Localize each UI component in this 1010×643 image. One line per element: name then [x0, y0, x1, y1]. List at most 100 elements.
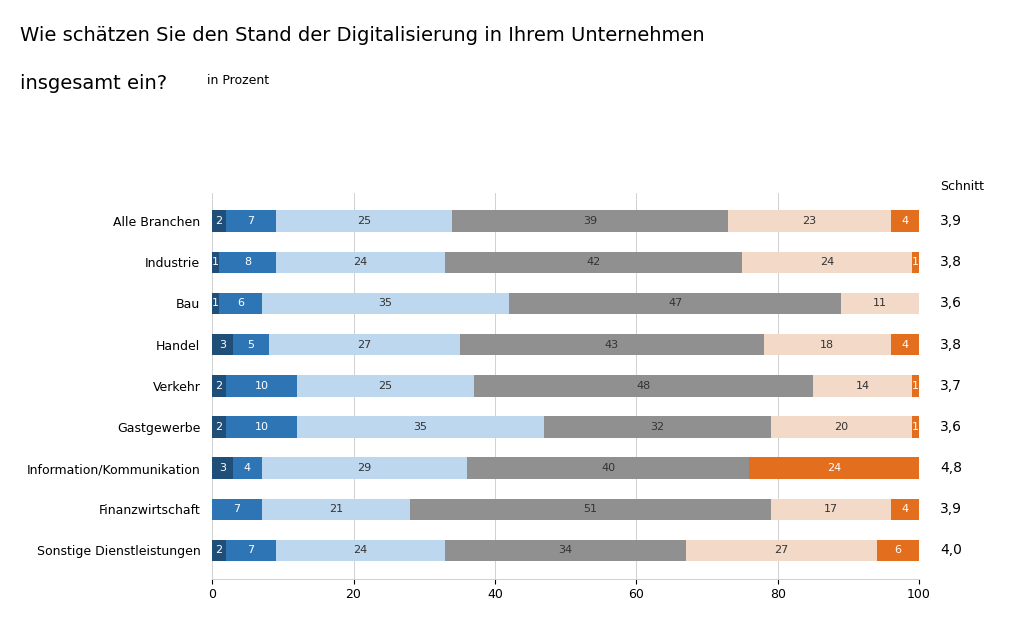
- Bar: [212, 498, 262, 520]
- Text: 4: 4: [901, 340, 909, 350]
- Text: 3,8: 3,8: [940, 255, 963, 269]
- Text: 3,8: 3,8: [940, 338, 963, 352]
- Bar: [212, 251, 219, 273]
- Bar: [212, 416, 226, 438]
- Text: 3,6: 3,6: [940, 296, 963, 311]
- Text: 3,9: 3,9: [940, 502, 963, 516]
- Bar: [891, 498, 919, 520]
- Text: 3: 3: [219, 463, 226, 473]
- Text: 29: 29: [357, 463, 372, 473]
- Text: 25: 25: [379, 381, 392, 391]
- Bar: [764, 334, 891, 356]
- Text: 7: 7: [233, 504, 240, 514]
- Bar: [219, 251, 276, 273]
- Text: 1: 1: [912, 422, 919, 432]
- Text: 24: 24: [820, 257, 834, 267]
- Text: 7: 7: [247, 216, 255, 226]
- Text: 2: 2: [215, 545, 223, 556]
- Text: 3,9: 3,9: [940, 214, 963, 228]
- Bar: [912, 416, 919, 438]
- Text: 10: 10: [255, 381, 269, 391]
- Text: in Prozent: in Prozent: [207, 74, 270, 87]
- Text: 1: 1: [912, 257, 919, 267]
- Bar: [262, 498, 410, 520]
- Text: 5: 5: [247, 340, 255, 350]
- Text: 42: 42: [587, 257, 601, 267]
- Bar: [226, 539, 276, 561]
- Bar: [410, 498, 771, 520]
- Text: 27: 27: [774, 545, 789, 556]
- Bar: [891, 210, 919, 232]
- Bar: [212, 539, 226, 561]
- Bar: [771, 498, 891, 520]
- Bar: [226, 416, 297, 438]
- Text: 2: 2: [215, 216, 223, 226]
- Bar: [276, 210, 452, 232]
- Bar: [269, 334, 460, 356]
- Bar: [212, 210, 226, 232]
- Text: 48: 48: [636, 381, 650, 391]
- Text: 25: 25: [358, 216, 371, 226]
- Text: 11: 11: [874, 298, 887, 309]
- Bar: [226, 210, 276, 232]
- Bar: [445, 539, 686, 561]
- Bar: [509, 293, 841, 314]
- Bar: [460, 334, 764, 356]
- Bar: [474, 375, 813, 397]
- Text: 4: 4: [243, 463, 251, 473]
- Text: 1: 1: [212, 298, 219, 309]
- Bar: [544, 416, 771, 438]
- Bar: [276, 539, 445, 561]
- Text: 24: 24: [354, 257, 368, 267]
- Bar: [877, 539, 919, 561]
- Bar: [891, 334, 919, 356]
- Bar: [445, 251, 742, 273]
- Text: 1: 1: [212, 257, 219, 267]
- Bar: [467, 457, 749, 479]
- Bar: [212, 457, 233, 479]
- Text: 20: 20: [834, 422, 848, 432]
- Text: 34: 34: [559, 545, 573, 556]
- Text: 2: 2: [215, 422, 223, 432]
- Text: 21: 21: [329, 504, 342, 514]
- Bar: [912, 375, 919, 397]
- Text: 4: 4: [901, 216, 909, 226]
- Text: 14: 14: [855, 381, 870, 391]
- Text: 24: 24: [827, 463, 841, 473]
- Bar: [212, 293, 219, 314]
- Text: 4,8: 4,8: [940, 461, 963, 475]
- Text: 18: 18: [820, 340, 834, 350]
- Text: 10: 10: [255, 422, 269, 432]
- Text: 43: 43: [605, 340, 618, 350]
- Bar: [233, 457, 262, 479]
- Bar: [686, 539, 877, 561]
- Bar: [276, 251, 445, 273]
- Bar: [728, 210, 891, 232]
- Text: 39: 39: [584, 216, 597, 226]
- Bar: [262, 293, 509, 314]
- Bar: [297, 416, 544, 438]
- Text: 27: 27: [357, 340, 372, 350]
- Bar: [452, 210, 728, 232]
- Text: 8: 8: [243, 257, 251, 267]
- Bar: [813, 375, 912, 397]
- Text: 2: 2: [215, 381, 223, 391]
- Bar: [749, 457, 919, 479]
- Text: Wie schätzen Sie den Stand der Digitalisierung in Ihrem Unternehmen: Wie schätzen Sie den Stand der Digitalis…: [20, 26, 705, 45]
- Text: 47: 47: [668, 298, 683, 309]
- Text: insgesamt ein?: insgesamt ein?: [20, 74, 168, 93]
- Text: 51: 51: [584, 504, 597, 514]
- Text: 3,6: 3,6: [940, 420, 963, 434]
- Bar: [212, 334, 233, 356]
- Text: 3,7: 3,7: [940, 379, 963, 393]
- Text: 4,0: 4,0: [940, 543, 963, 557]
- Text: 6: 6: [237, 298, 243, 309]
- Bar: [226, 375, 297, 397]
- Bar: [912, 251, 919, 273]
- Text: 35: 35: [379, 298, 392, 309]
- Bar: [219, 293, 262, 314]
- Bar: [233, 334, 269, 356]
- Bar: [771, 416, 912, 438]
- Text: 6: 6: [895, 545, 901, 556]
- Text: 3: 3: [219, 340, 226, 350]
